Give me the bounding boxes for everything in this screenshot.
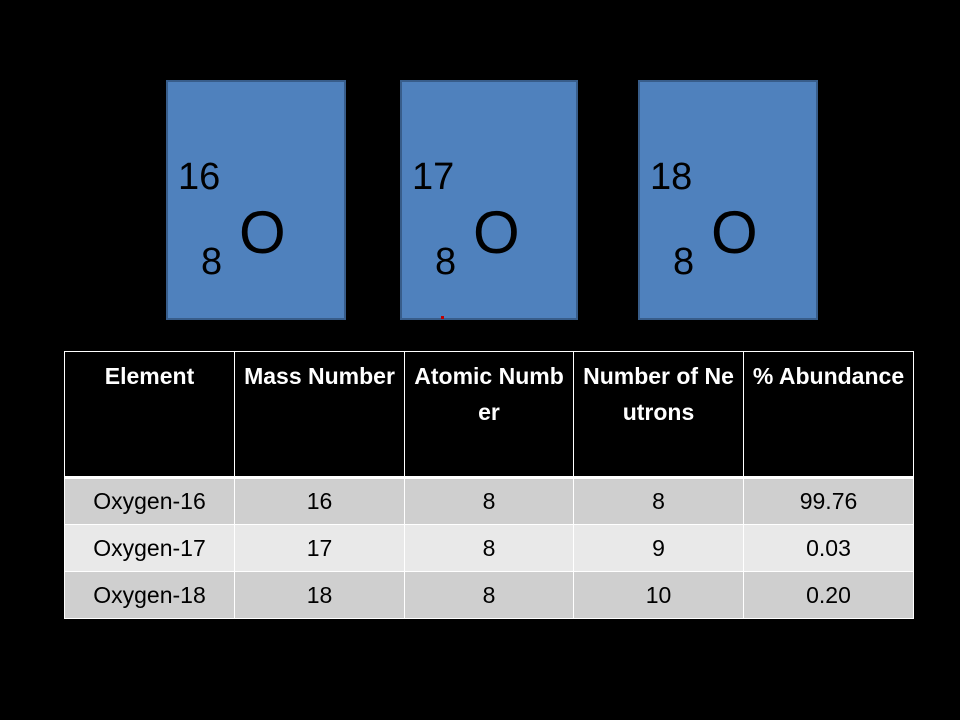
table-cell: 10 bbox=[573, 571, 744, 619]
atomic-number: 8 bbox=[673, 241, 695, 283]
atomic-number: 8 bbox=[201, 241, 223, 283]
table-cell: 8 bbox=[404, 477, 574, 525]
column-header-element: Element bbox=[64, 351, 235, 479]
mass-number: 16 bbox=[178, 156, 221, 198]
isotope-card-oxygen-18: 18 8 O bbox=[638, 80, 818, 320]
column-header-atomic-number: Atomic Number bbox=[404, 351, 574, 479]
isotope-card-oxygen-17: 17 8 O bbox=[400, 80, 578, 320]
table-cell: 17 bbox=[234, 524, 405, 572]
column-header-abundance: % Abundance bbox=[743, 351, 914, 479]
table-header-row: Element Mass Number Atomic Number Number… bbox=[64, 351, 914, 479]
table-cell: 8 bbox=[573, 477, 744, 525]
stray-mark bbox=[441, 316, 444, 319]
table-cell: 8 bbox=[404, 524, 574, 572]
table-cell: 18 bbox=[234, 571, 405, 619]
element-symbol: O bbox=[711, 199, 758, 266]
mass-number: 18 bbox=[650, 156, 693, 198]
table-cell: 8 bbox=[404, 571, 574, 619]
atomic-number: 8 bbox=[435, 241, 457, 283]
table-cell: Oxygen-17 bbox=[64, 524, 235, 572]
isotope-card-oxygen-16: 16 8 O bbox=[166, 80, 346, 320]
mass-number: 17 bbox=[412, 156, 455, 198]
column-header-neutrons: Number of Neutrons bbox=[573, 351, 744, 479]
table-row: Oxygen-16 16 8 8 99.76 bbox=[64, 477, 914, 525]
table-row: Oxygen-17 17 8 9 0.03 bbox=[64, 524, 914, 572]
element-symbol: O bbox=[473, 199, 520, 266]
table-cell: Oxygen-16 bbox=[64, 477, 235, 525]
table-cell: 0.03 bbox=[743, 524, 914, 572]
table-cell: Oxygen-18 bbox=[64, 571, 235, 619]
table-cell: 99.76 bbox=[743, 477, 914, 525]
isotope-table: Element Mass Number Atomic Number Number… bbox=[64, 351, 914, 619]
element-symbol: O bbox=[239, 199, 286, 266]
table-cell: 16 bbox=[234, 477, 405, 525]
table-cell: 9 bbox=[573, 524, 744, 572]
column-header-mass-number: Mass Number bbox=[234, 351, 405, 479]
table-cell: 0.20 bbox=[743, 571, 914, 619]
table-row: Oxygen-18 18 8 10 0.20 bbox=[64, 571, 914, 619]
